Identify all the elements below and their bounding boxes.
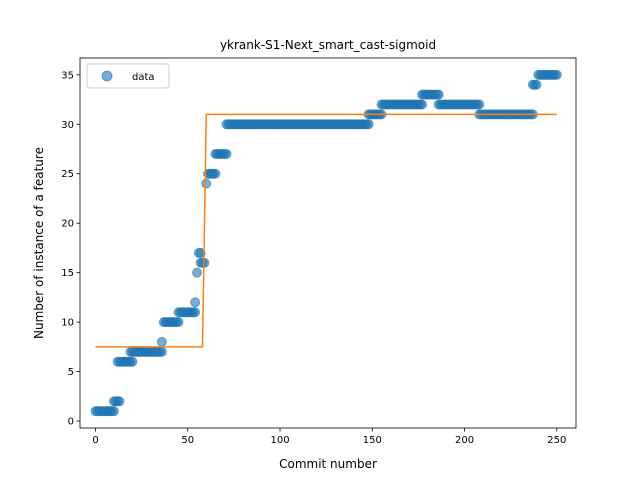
y-tick-label: 30 — [61, 120, 74, 131]
data-point — [190, 297, 201, 308]
data-point — [191, 267, 202, 278]
chart-title: ykrank-S1-Next_smart_cast-sigmoid — [220, 38, 436, 52]
x-tick-label: 150 — [363, 435, 382, 446]
data-point — [201, 178, 212, 189]
data-point — [190, 307, 201, 318]
data-points — [90, 69, 562, 417]
y-tick-label: 0 — [68, 417, 74, 428]
data-point — [173, 317, 184, 328]
data-point — [156, 336, 167, 347]
plot-area — [79, 57, 577, 429]
axes-frame — [79, 57, 577, 429]
data-point — [127, 356, 138, 367]
legend-box — [86, 63, 170, 89]
data-point — [108, 406, 119, 417]
y-tick-label: 15 — [61, 268, 74, 279]
data-point — [195, 247, 206, 258]
y-tick-label: 10 — [61, 318, 74, 329]
data-point — [551, 69, 562, 80]
x-tick-label: 250 — [547, 435, 566, 446]
data-point — [210, 168, 221, 179]
data-point — [363, 119, 374, 130]
x-axis-label: Commit number — [279, 457, 377, 471]
x-tick-label: 50 — [181, 435, 194, 446]
data-point — [531, 79, 542, 90]
data-point — [114, 396, 125, 407]
data-point — [433, 89, 444, 100]
data-point — [474, 99, 485, 110]
x-tick-label: 0 — [92, 435, 98, 446]
y-tick-label: 25 — [61, 169, 74, 180]
data-point — [221, 148, 232, 159]
data-point — [156, 346, 167, 357]
fit-line — [95, 113, 557, 348]
y-tick-label: 5 — [68, 367, 74, 378]
y-tick-label: 35 — [61, 70, 74, 81]
legend-label-data: data — [132, 72, 155, 83]
legend-marker-data — [101, 70, 113, 82]
x-axis-ticks: 0 50 100 150 200 250 — [92, 428, 566, 446]
x-tick-label: 100 — [270, 435, 289, 446]
x-tick-label: 200 — [455, 435, 474, 446]
y-axis-label: Number of instance of a feature — [32, 147, 46, 339]
legend: data — [86, 63, 170, 89]
y-tick-label: 20 — [61, 219, 74, 230]
data-point — [417, 99, 428, 110]
y-axis-ticks: 0 5 10 15 20 25 30 35 — [61, 70, 80, 428]
